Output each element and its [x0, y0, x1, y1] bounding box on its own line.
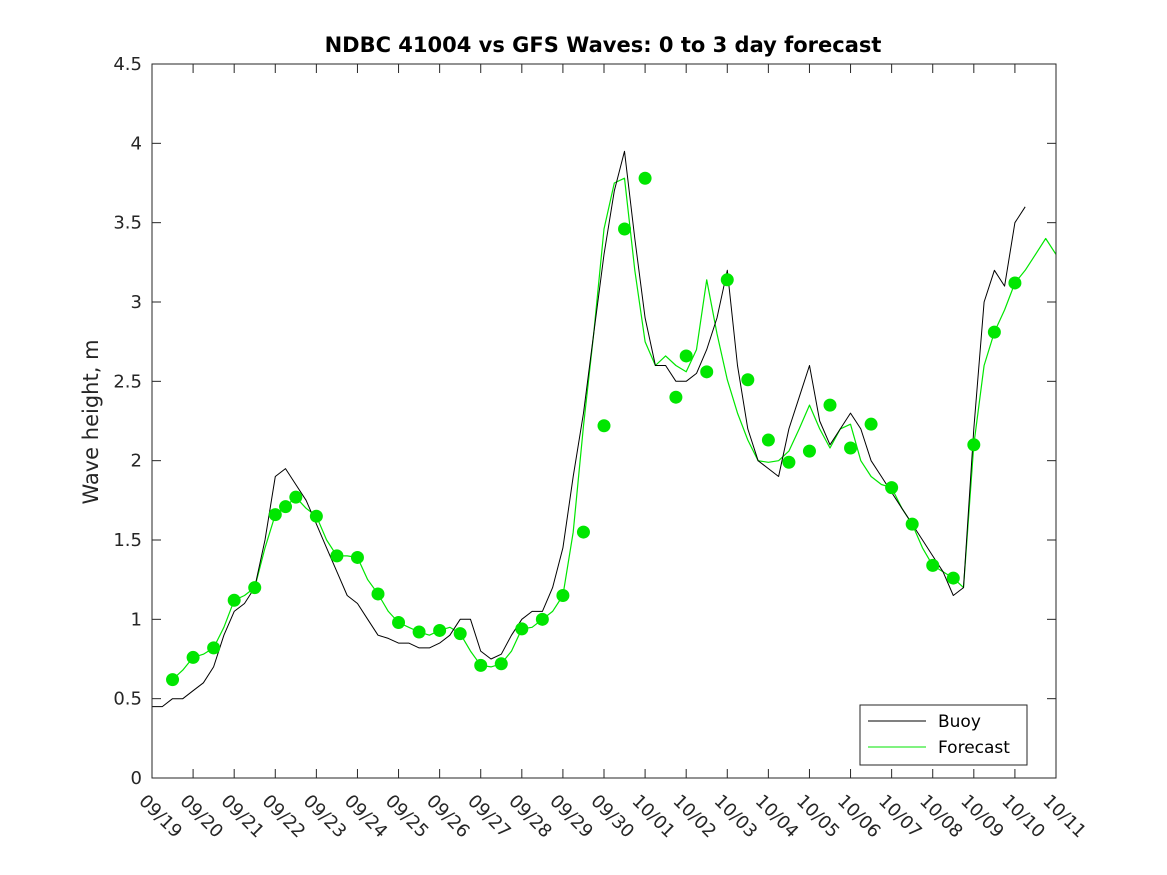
markers-layer — [166, 171, 1022, 687]
forecast-marker — [186, 650, 200, 664]
y-tick-label: 2.5 — [113, 371, 142, 392]
forecast-marker — [207, 641, 221, 655]
forecast-marker — [987, 325, 1001, 339]
forecast-marker — [453, 627, 467, 641]
forecast-marker — [433, 623, 447, 637]
forecast-marker — [248, 581, 262, 595]
legend-box — [859, 704, 1028, 766]
forecast-marker — [782, 455, 796, 469]
forecast-marker — [412, 625, 426, 639]
forecast-marker — [576, 525, 590, 539]
forecast-marker — [802, 444, 816, 458]
forecast-marker — [597, 419, 611, 433]
forecast-marker — [350, 550, 364, 564]
y-ticks: 0 0.5 1 1.5 2 2.5 3 3.5 4 4.5 — [113, 54, 1056, 789]
legend-forecast-label: Forecast — [938, 738, 1010, 758]
forecast-marker — [556, 589, 570, 603]
forecast-marker — [1008, 276, 1022, 290]
y-tick-label: 0.5 — [113, 689, 142, 710]
forecast-marker — [679, 349, 693, 363]
forecast-marker — [823, 398, 837, 412]
forecast-marker — [494, 657, 508, 671]
y-tick-label: 4 — [131, 133, 142, 154]
forecast-marker — [638, 171, 652, 185]
y-tick-label: 1.5 — [113, 530, 142, 551]
y-tick-label: 3.5 — [113, 213, 142, 234]
forecast-marker — [515, 622, 529, 636]
forecast-marker — [967, 438, 981, 452]
forecast-marker — [844, 441, 858, 455]
y-tick-label: 0 — [131, 768, 142, 789]
forecast-marker — [330, 549, 344, 563]
forecast-marker — [618, 222, 632, 236]
forecast-marker — [166, 673, 180, 687]
y-tick-label: 4.5 — [113, 54, 142, 75]
forecast-marker — [700, 365, 714, 379]
y-axis-label: Wave height, m — [79, 339, 103, 504]
forecast-marker — [720, 273, 734, 287]
forecast-marker — [864, 417, 878, 431]
series-buoy — [152, 150, 1026, 708]
forecast-marker — [926, 558, 940, 572]
forecast-marker — [227, 593, 241, 607]
y-tick-label: 1 — [131, 609, 142, 630]
forecast-marker — [474, 658, 488, 672]
forecast-marker — [289, 490, 303, 504]
forecast-marker — [761, 433, 775, 447]
forecast-marker — [535, 612, 549, 626]
y-tick-label: 3 — [131, 292, 142, 313]
forecast-marker — [371, 587, 385, 601]
forecast-marker — [885, 481, 899, 495]
y-tick-label: 2 — [131, 451, 142, 472]
forecast-marker — [905, 517, 919, 531]
legend: Buoy Forecast — [859, 704, 1028, 766]
chart-title: NDBC 41004 vs GFS Waves: 0 to 3 day fore… — [325, 33, 882, 57]
forecast-marker — [309, 509, 323, 523]
legend-buoy-label: Buoy — [938, 712, 981, 732]
forecast-marker — [268, 508, 282, 522]
forecast-marker — [946, 571, 960, 585]
forecast-marker — [279, 500, 293, 514]
forecast-marker — [741, 373, 755, 387]
forecast-marker — [392, 616, 406, 630]
forecast-marker — [669, 390, 683, 404]
